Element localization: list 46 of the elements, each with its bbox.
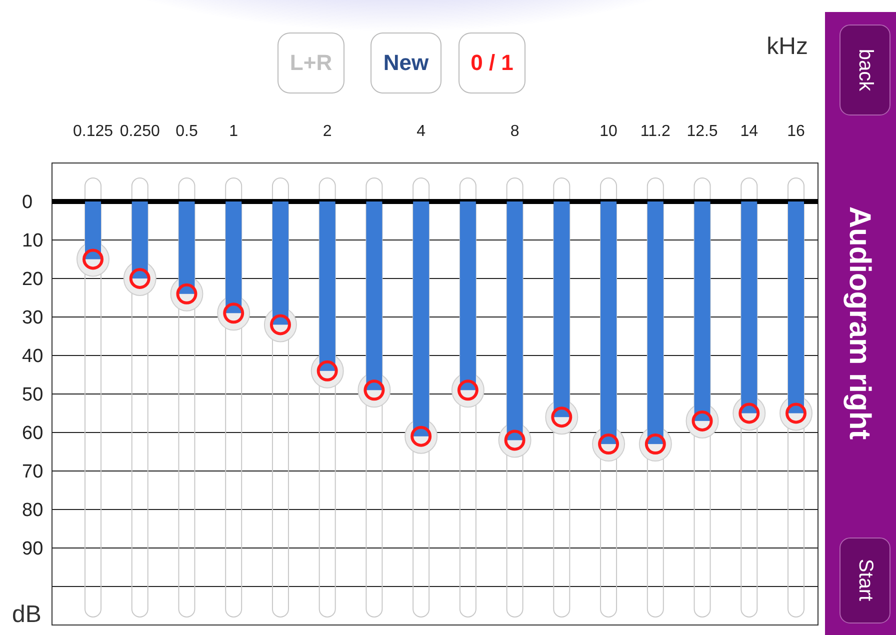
bar [178,202,195,294]
y-tick-label: 30 [22,308,44,329]
x-tick-label: 1 [229,123,238,140]
y-tick-label: 80 [22,500,44,522]
bar [741,202,758,414]
x-tick-label: 0.5 [176,123,198,140]
y-tick-label: 0 [22,192,33,214]
button: back [840,24,890,116]
bar [366,202,382,390]
text: Audiogram right [843,206,876,440]
y-axis-title: dB [12,601,42,628]
bar [460,202,476,390]
button: 0 / 1 [458,32,526,94]
x-tick-label: 0.250 [120,123,160,140]
bar [506,202,523,440]
x-tick-label: 10 [600,123,618,140]
bar [226,202,242,314]
x-tick-label: 4 [416,123,426,140]
bar [85,202,101,260]
button: Start [840,538,890,624]
button: New [370,32,442,94]
y-tick-label: 20 [22,269,44,290]
bar [647,202,664,444]
x-axis-title: kHz [766,33,808,60]
x-tick-label: 0.125 [72,123,114,140]
y-tick-label: 40 [22,346,44,368]
y-tick-label: 90 [22,538,44,560]
y-tick-label: 50 [22,384,44,406]
button: L+R [278,32,344,94]
y-tick-label: 70 [22,462,44,483]
x-tick-label: 8 [510,123,520,140]
x-tick-label: 12.5 [686,123,718,140]
y-tick-label: 60 [22,423,44,444]
bar [272,202,288,325]
bar [413,202,430,436]
bar [132,202,148,278]
x-tick-label: 11.2 [640,123,670,140]
y-tick-label: 10 [22,230,44,252]
bar [694,202,710,421]
bar [319,202,336,371]
x-tick-label: 14 [740,123,758,140]
bar [554,202,570,418]
x-tick-label: 16 [787,123,805,140]
x-tick-label: 2 [322,123,332,140]
bar [788,202,804,414]
bar [600,202,617,444]
